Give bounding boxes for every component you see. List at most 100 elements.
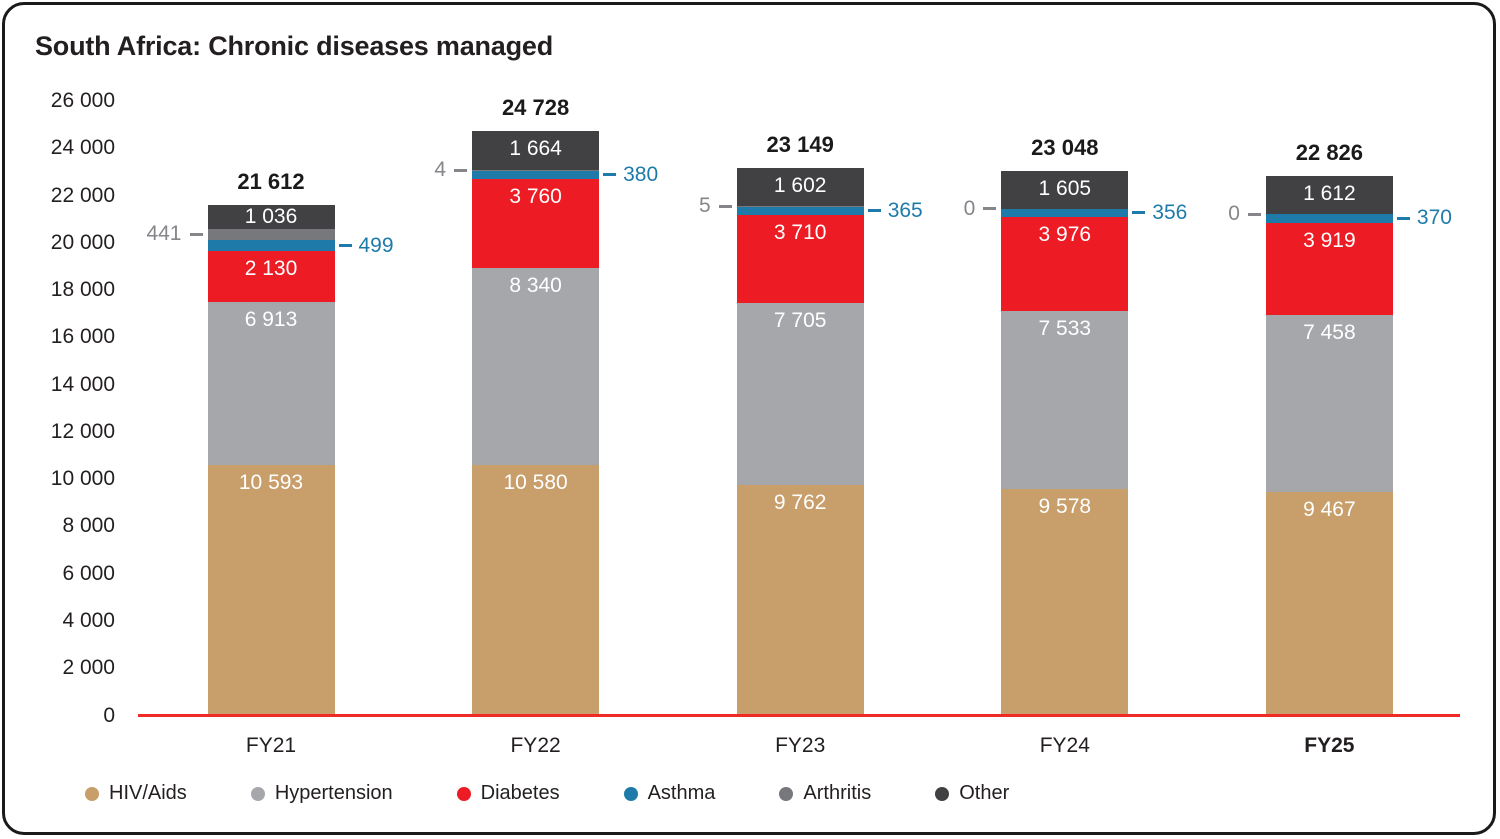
legend-item: Arthritis (779, 782, 871, 805)
legend-item: Diabetes (456, 782, 560, 805)
segment-label: 3 760 (509, 185, 562, 209)
annotation-dash-right (338, 244, 352, 247)
bar-segment-asthma (736, 206, 864, 215)
annotation-dash-right (1132, 211, 1146, 215)
bar-segment-hypertension (1001, 311, 1129, 490)
x-tick-label: FY23 (775, 734, 826, 757)
legend-item: HIV/Aids (85, 782, 187, 805)
y-tick-label: 8 000 (62, 514, 115, 538)
bar-segment-asthma (1265, 214, 1393, 223)
legend-label: Asthma (647, 782, 716, 804)
segment-label: 7 705 (773, 308, 827, 332)
y-tick-label: 14 000 (50, 372, 115, 396)
bar-segment-hiv-aids (472, 465, 600, 716)
annotation-dash-left (454, 168, 468, 172)
y-tick-label: 24 000 (50, 136, 115, 160)
legend-label: Other (959, 782, 1010, 804)
segment-label: 1 602 (773, 174, 827, 198)
total-label: 24 728 (501, 95, 570, 121)
bar-segment-diabetes (1001, 217, 1129, 312)
bar-segment-hypertension (736, 302, 864, 485)
segment-label: 9 578 (1038, 495, 1092, 519)
y-tick-label: 22 000 (50, 183, 115, 207)
legend-dot-icon (935, 786, 950, 801)
bar-segment-diabetes (736, 214, 864, 303)
bar-segment-hiv-aids (1001, 489, 1129, 716)
right-annotation-label: 365 (887, 198, 923, 222)
x-tick-label: FY21 (245, 734, 297, 757)
segment-label: 6 913 (244, 307, 298, 331)
segment-label: 1 036 (244, 204, 298, 228)
x-axis-baseline (138, 714, 1460, 717)
legend-dot-icon (85, 786, 99, 801)
segment-label: 3 919 (1303, 228, 1356, 252)
bar-segment-asthma (207, 239, 335, 252)
annotation-dash-left (1247, 212, 1261, 216)
legend: HIV/Aids Hypertension Diabetes Asthma Arthri… (85, 782, 1073, 805)
y-tick-label: 18 000 (50, 278, 115, 302)
legend-dot-icon (779, 786, 794, 801)
y-tick-label: 4 000 (62, 608, 115, 632)
x-tick-label: FY25 (1304, 734, 1355, 757)
bar-segment-other (207, 204, 335, 230)
segment-label: 3 976 (1038, 223, 1092, 247)
y-tick-label: 6 000 (62, 561, 115, 585)
annotation-dash-left (189, 232, 203, 236)
bar-segment-hiv-aids (736, 484, 864, 716)
left-annotation-label: 0 (963, 196, 976, 220)
y-tick-label: 16 000 (50, 325, 115, 349)
segment-label: 7 533 (1038, 317, 1092, 341)
bar-segment-other (1265, 176, 1393, 215)
legend-item: Asthma (623, 782, 716, 805)
bar-segment-diabetes (1265, 222, 1393, 316)
bar-segment-hypertension (472, 268, 600, 466)
total-label: 21 612 (237, 168, 305, 194)
right-annotation-label: 356 (1152, 200, 1188, 224)
bar-segment-hiv-aids (207, 465, 335, 716)
bar-segment-asthma (1001, 208, 1129, 218)
bar-segment-hypertension (1265, 315, 1393, 492)
segment-label: 7 458 (1303, 321, 1356, 345)
annotation-dash-right (1396, 216, 1410, 220)
left-annotation-label: 0 (1228, 202, 1240, 226)
bar-segment-hypertension (207, 301, 335, 466)
annotation-dash-left (718, 204, 732, 208)
legend-dot-icon (456, 786, 471, 801)
left-annotation-label: 441 (146, 222, 182, 246)
y-tick-label: 26 000 (50, 89, 115, 112)
left-annotation-label: 4 (434, 158, 447, 182)
y-tick-label: 0 (103, 703, 115, 727)
segment-label: 3 710 (773, 220, 827, 244)
chart-title: South Africa: Chronic diseases managed (35, 31, 554, 61)
segment-label: 9 762 (773, 490, 827, 514)
legend-item: Other (935, 782, 1009, 805)
legend-label: Arthritis (803, 782, 872, 804)
segment-label: 9 467 (1303, 497, 1356, 521)
segment-label: 10 593 (238, 471, 304, 495)
bar-segment-arthritis (207, 229, 335, 240)
y-tick-label: 12 000 (50, 419, 115, 443)
legend-item: Hypertension (250, 782, 393, 805)
right-annotation-label: 370 (1416, 206, 1452, 230)
y-tick-label: 10 000 (50, 467, 115, 491)
total-label: 22 826 (1295, 140, 1364, 166)
bar-segment-other (736, 168, 864, 207)
segment-label: 8 340 (509, 274, 562, 298)
segment-label: 1 664 (509, 137, 562, 161)
bar-segment-diabetes (472, 179, 600, 269)
right-annotation-label: 499 (358, 233, 394, 257)
legend-label: Diabetes (480, 782, 560, 804)
right-annotation-label: 380 (623, 162, 659, 186)
x-tick-label: FY24 (1039, 734, 1090, 757)
segment-label: 2 130 (244, 257, 298, 281)
total-label: 23 149 (766, 132, 834, 158)
bar-segment-hiv-aids (1265, 491, 1393, 716)
total-label: 23 048 (1031, 134, 1099, 160)
bar-segment-other (1001, 170, 1129, 209)
segment-label: 10 580 (503, 471, 568, 495)
segment-label: 1 612 (1303, 182, 1356, 206)
y-tick-label: 2 000 (62, 656, 115, 680)
plot-area: 0 2 000 4 000 6 000 8 000 10 000 12 000 14 000 1… (5, 5, 1493, 832)
left-annotation-label: 5 (699, 194, 711, 218)
